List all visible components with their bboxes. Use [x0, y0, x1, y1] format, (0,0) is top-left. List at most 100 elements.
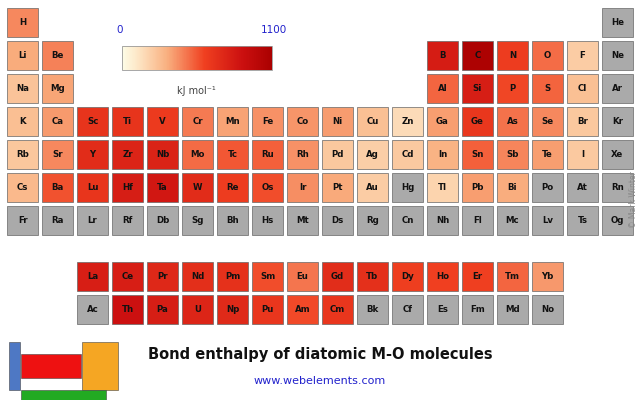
- Bar: [322, 140, 353, 169]
- Text: N: N: [509, 51, 516, 60]
- Text: Gd: Gd: [331, 272, 344, 281]
- Text: Cl: Cl: [578, 84, 587, 93]
- Text: In: In: [438, 150, 447, 159]
- Bar: [356, 295, 388, 324]
- Text: Se: Se: [541, 117, 554, 126]
- Bar: [287, 140, 318, 169]
- Text: Tm: Tm: [505, 272, 520, 281]
- Text: S: S: [544, 84, 550, 93]
- Bar: [287, 172, 318, 202]
- Bar: [566, 140, 598, 169]
- Bar: [497, 172, 528, 202]
- Bar: [7, 206, 38, 235]
- Text: P: P: [509, 84, 516, 93]
- Text: As: As: [506, 117, 518, 126]
- Text: Al: Al: [438, 84, 447, 93]
- Bar: [532, 107, 563, 136]
- Text: Ho: Ho: [436, 272, 449, 281]
- Text: Br: Br: [577, 117, 588, 126]
- Bar: [497, 74, 528, 103]
- Text: Ge: Ge: [471, 117, 484, 126]
- Bar: [602, 107, 633, 136]
- Text: Cm: Cm: [330, 305, 345, 314]
- Bar: [322, 107, 353, 136]
- Bar: [42, 41, 74, 70]
- Text: Ts: Ts: [577, 216, 588, 225]
- Bar: [42, 74, 74, 103]
- Bar: [112, 295, 143, 324]
- Text: Ac: Ac: [86, 305, 99, 314]
- Bar: [77, 262, 108, 291]
- Bar: [602, 74, 633, 103]
- Text: Xe: Xe: [611, 150, 623, 159]
- Text: Md: Md: [505, 305, 520, 314]
- Text: Og: Og: [611, 216, 624, 225]
- Bar: [42, 206, 74, 235]
- Bar: [461, 41, 493, 70]
- Text: Nh: Nh: [436, 216, 449, 225]
- Bar: [77, 206, 108, 235]
- Bar: [532, 172, 563, 202]
- Text: K: K: [19, 117, 26, 126]
- Text: Zn: Zn: [401, 117, 413, 126]
- Bar: [252, 107, 284, 136]
- Text: www.webelements.com: www.webelements.com: [254, 376, 386, 386]
- Bar: [322, 295, 353, 324]
- Bar: [392, 172, 423, 202]
- Bar: [147, 172, 179, 202]
- Bar: [461, 172, 493, 202]
- Text: Tb: Tb: [366, 272, 379, 281]
- Bar: [566, 74, 598, 103]
- Text: Db: Db: [156, 216, 169, 225]
- Text: Au: Au: [366, 183, 379, 192]
- Text: He: He: [611, 18, 624, 27]
- Text: Lr: Lr: [88, 216, 97, 225]
- Text: Te: Te: [542, 150, 553, 159]
- Text: Mc: Mc: [506, 216, 519, 225]
- Text: Fe: Fe: [262, 117, 273, 126]
- Bar: [77, 140, 108, 169]
- Text: No: No: [541, 305, 554, 314]
- Text: Pa: Pa: [157, 305, 168, 314]
- Bar: [7, 74, 38, 103]
- Text: Fl: Fl: [473, 216, 482, 225]
- Text: Am: Am: [294, 305, 310, 314]
- Text: Rg: Rg: [366, 216, 379, 225]
- Bar: [217, 295, 248, 324]
- Text: Dy: Dy: [401, 272, 414, 281]
- Bar: [427, 74, 458, 103]
- Text: Ta: Ta: [157, 183, 168, 192]
- Text: Ni: Ni: [332, 117, 342, 126]
- Bar: [532, 295, 563, 324]
- Text: I: I: [581, 150, 584, 159]
- Text: Pb: Pb: [471, 183, 484, 192]
- Text: Rh: Rh: [296, 150, 309, 159]
- Text: Be: Be: [51, 51, 64, 60]
- Text: Ds: Ds: [332, 216, 344, 225]
- Text: Ga: Ga: [436, 117, 449, 126]
- Text: Rn: Rn: [611, 183, 624, 192]
- Text: Rf: Rf: [122, 216, 132, 225]
- Bar: [392, 206, 423, 235]
- Text: Sc: Sc: [87, 117, 99, 126]
- Text: Lu: Lu: [87, 183, 99, 192]
- Bar: [602, 140, 633, 169]
- Text: U: U: [194, 305, 201, 314]
- Text: Pd: Pd: [332, 150, 344, 159]
- Bar: [112, 172, 143, 202]
- Bar: [427, 262, 458, 291]
- Text: V: V: [159, 117, 166, 126]
- Text: Na: Na: [16, 84, 29, 93]
- Text: Co: Co: [296, 117, 308, 126]
- Text: Nb: Nb: [156, 150, 169, 159]
- Text: Li: Li: [19, 51, 27, 60]
- Bar: [532, 140, 563, 169]
- Bar: [427, 107, 458, 136]
- Text: Bond enthalpy of diatomic M-O molecules: Bond enthalpy of diatomic M-O molecules: [148, 346, 492, 362]
- Bar: [497, 140, 528, 169]
- Bar: [427, 140, 458, 169]
- Text: Ca: Ca: [52, 117, 63, 126]
- Bar: [112, 206, 143, 235]
- Bar: [252, 206, 284, 235]
- Bar: [287, 262, 318, 291]
